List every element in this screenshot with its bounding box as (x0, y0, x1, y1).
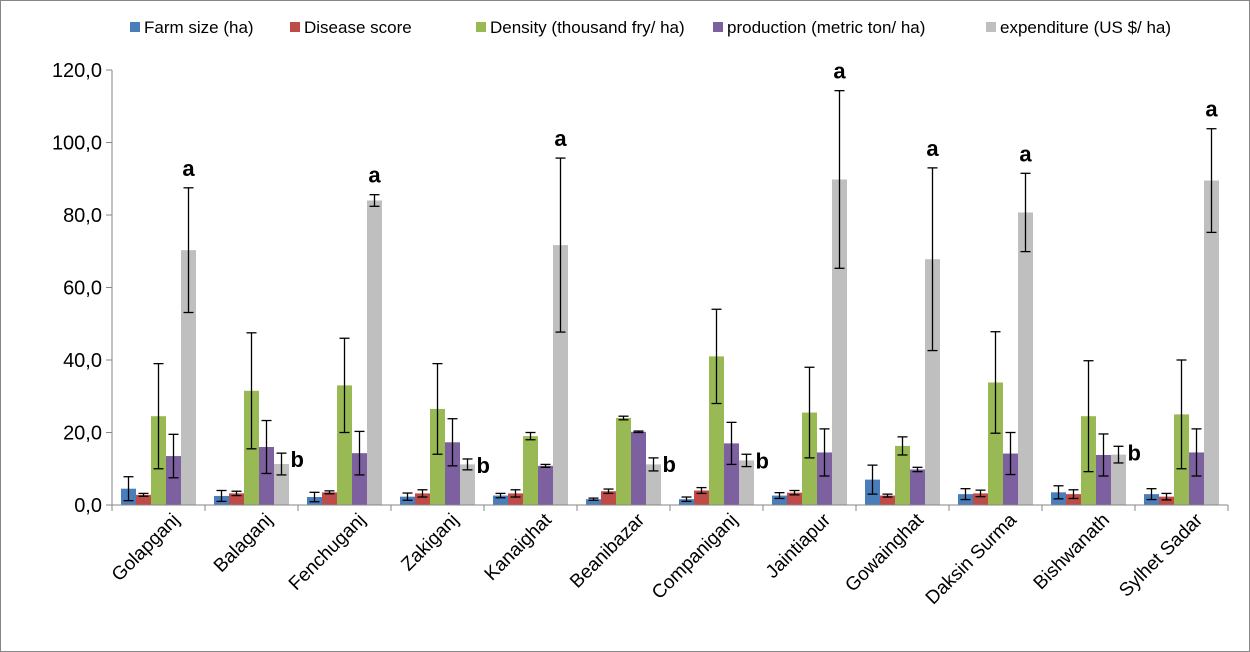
legend-label: Farm size (ha) (144, 18, 254, 37)
bar (1066, 494, 1081, 505)
legend-label: Density (thousand fry/ ha) (490, 18, 685, 37)
y-tick-label: 0,0 (74, 495, 102, 517)
bar (772, 495, 787, 505)
bar (337, 385, 352, 505)
bar (1189, 452, 1204, 505)
bar (352, 453, 367, 505)
bar (322, 492, 337, 505)
bar (553, 245, 568, 505)
bar (181, 250, 196, 505)
bar (679, 499, 694, 505)
legend-swatch (130, 22, 140, 32)
legend-swatch (986, 22, 996, 32)
y-tick-label: 120,0 (52, 60, 102, 82)
bar (367, 200, 382, 505)
y-tick-label: 100,0 (52, 133, 102, 155)
bar (415, 493, 430, 505)
bar (166, 456, 181, 505)
bar (832, 179, 847, 505)
legend-label: expenditure (US $/ ha) (1000, 18, 1171, 37)
bar (445, 442, 460, 505)
legend-swatch (713, 22, 723, 32)
bar (430, 408, 445, 505)
bar (136, 494, 151, 505)
significance-label: a (926, 136, 939, 161)
bar (880, 495, 895, 505)
bar (229, 493, 244, 505)
bar (586, 499, 601, 505)
bar (988, 382, 1003, 505)
y-tick-label: 60,0 (63, 278, 102, 300)
bar (802, 412, 817, 505)
bar (538, 465, 553, 505)
bars: a b a b a b b a a a b a (121, 59, 1219, 505)
y-axis: 0,0 20,0 40,0 60,0 80,0 100,0 120,0 (52, 60, 113, 517)
bar (601, 491, 616, 505)
legend-swatch (290, 22, 300, 32)
bar (1204, 180, 1219, 505)
bar (646, 464, 661, 505)
significance-label: b (477, 453, 490, 478)
bar (1096, 454, 1111, 505)
bar (709, 356, 724, 505)
bar (787, 492, 802, 505)
bar (259, 447, 274, 505)
bar (508, 493, 523, 505)
significance-label: a (368, 163, 381, 188)
significance-label: b (291, 447, 304, 472)
bar (895, 445, 910, 505)
bar (817, 452, 832, 505)
legend-label: production (metric ton/ ha) (727, 18, 925, 37)
bar (724, 443, 739, 505)
bar (1111, 454, 1126, 505)
significance-label: a (833, 59, 846, 84)
significance-label: a (1019, 141, 1032, 166)
bar (1003, 453, 1018, 505)
bar (694, 490, 709, 505)
significance-label: a (182, 156, 195, 181)
significance-label: a (554, 126, 567, 151)
bar (631, 431, 646, 505)
significance-label: b (663, 452, 676, 477)
legend: Farm size (ha) Disease score Density (thou… (130, 18, 1171, 37)
y-tick-label: 20,0 (63, 423, 102, 445)
bar (1159, 496, 1174, 505)
significance-label: b (756, 448, 769, 473)
y-tick-label: 80,0 (63, 205, 102, 227)
significance-label: b (1128, 440, 1141, 465)
bar (925, 259, 940, 505)
significance-label: a (1205, 97, 1218, 122)
legend-label: Disease score (304, 18, 412, 37)
bar (1018, 212, 1033, 505)
bar (523, 436, 538, 505)
y-tick-label: 40,0 (63, 350, 102, 372)
legend-swatch (476, 22, 486, 32)
bar (910, 469, 925, 505)
bar (973, 493, 988, 505)
bar (616, 418, 631, 505)
bar (739, 460, 754, 505)
bar (493, 495, 508, 505)
bar (460, 464, 475, 505)
